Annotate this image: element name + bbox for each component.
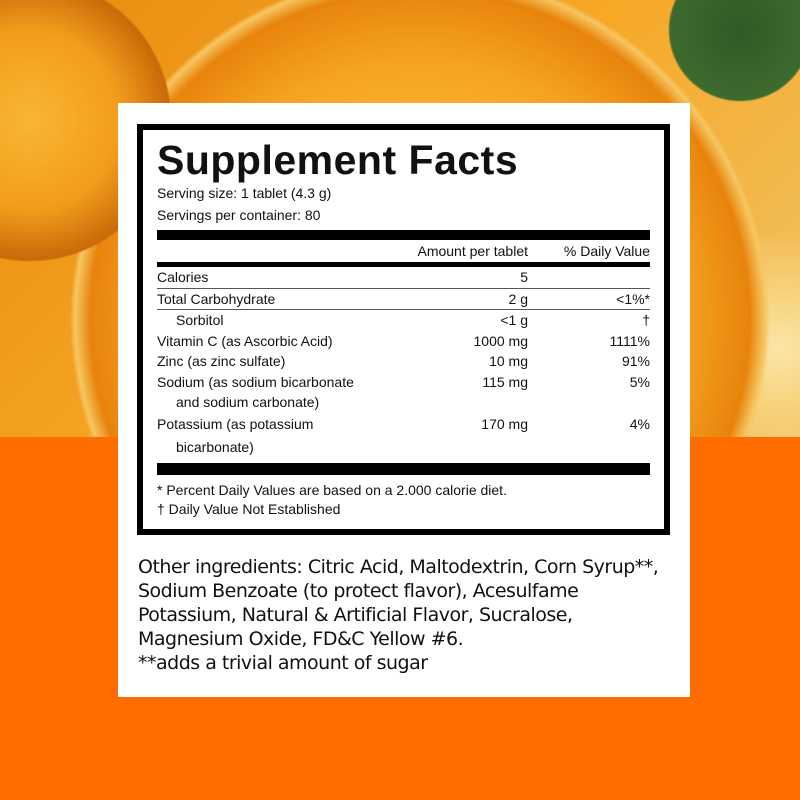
supplement-facts-panel: Supplement Facts Serving size: 1 tablet … [137,124,670,535]
footnote-daily-values: * Percent Daily Values are based on a 2.… [157,481,507,498]
table-row: Vitamin C (as Ascorbic Acid) 1000 mg 1111% [157,332,650,349]
col-dv: % Daily Value [563,243,650,259]
table-row: Sodium (as sodium bicarbonate and sodium … [157,373,650,411]
table-row: Sorbitol <1 g † [176,312,650,328]
table-row: Calories 5 [157,267,650,289]
divider-medium [157,262,650,267]
divider-thick [157,462,650,475]
other-ingredients: Other ingredients: Citric Acid, Maltodex… [138,556,659,674]
divider-thick [157,230,650,240]
servings-per-container: Servings per container: 80 [157,207,321,223]
table-row: Potassium (as potassium bicarbonate) 170 m… [157,415,650,455]
label-card: Supplement Facts Serving size: 1 tablet … [118,103,690,697]
footnote-not-established: † Daily Value Not Established [157,500,341,517]
table-header: Amount per tablet % Daily Value [157,240,650,262]
sugar-note: **adds a trivial amount of sugar [138,652,428,674]
facts-title: Supplement Facts [157,137,519,183]
col-amount: Amount per tablet [417,243,528,259]
serving-size: Serving size: 1 tablet (4.3 g) [157,185,332,201]
table-row: Zinc (as zinc sulfate) 10 mg 91% [157,353,650,369]
table-row: Total Carbohydrate 2 g <1%* [157,289,650,310]
